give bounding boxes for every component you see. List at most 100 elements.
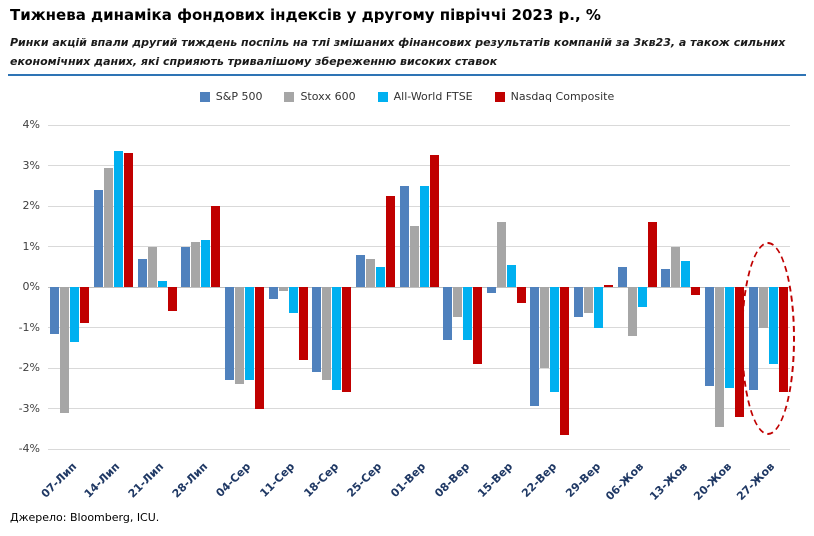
bar: [103, 167, 113, 287]
bar: [540, 287, 550, 368]
bar: [399, 185, 409, 287]
page-title: Тижнева динаміка фондових індексів у дру…: [10, 6, 601, 24]
bar: [93, 189, 103, 287]
bar: [201, 240, 211, 287]
bar: [486, 287, 496, 294]
bar: [429, 155, 439, 287]
bar: [496, 222, 506, 287]
legend-item: S&P 500: [199, 90, 263, 103]
bar: [278, 287, 288, 292]
bar: [584, 287, 594, 314]
y-tick-label: 4%: [22, 118, 40, 131]
y-tick-label: 2%: [22, 199, 40, 212]
bar: [342, 287, 352, 393]
bar: [385, 195, 395, 287]
bar: [735, 287, 745, 417]
divider: [8, 74, 806, 76]
bar: [224, 287, 234, 381]
bar: [322, 287, 332, 381]
gridline: [48, 165, 790, 166]
bar: [473, 287, 483, 364]
legend-swatch: [199, 91, 210, 102]
y-tick-label: -3%: [18, 401, 40, 415]
bar: [113, 151, 123, 287]
bar: [355, 254, 365, 287]
bar: [365, 258, 375, 287]
bar: [60, 287, 70, 413]
legend-swatch: [494, 91, 505, 102]
gridline: [48, 367, 790, 369]
chart-subtitle: Ринки акцій впали другий тиждень поспіль…: [10, 36, 786, 68]
bar: [80, 287, 90, 324]
bar: [332, 287, 342, 391]
legend-swatch: [377, 91, 388, 102]
bar: [167, 287, 177, 312]
bar: [463, 287, 473, 340]
legend-item: Stoxx 600: [284, 90, 356, 103]
bar: [647, 222, 657, 287]
legend-label: S&P 500: [215, 90, 263, 103]
legend: S&P 500 Stoxx 600 All-World FTSE Nasdaq Com…: [0, 90, 814, 103]
y-tick-label: 1%: [22, 239, 40, 253]
legend-swatch: [284, 91, 295, 102]
y-tick-label: 3%: [22, 158, 40, 172]
y-tick-label: -4%: [18, 442, 40, 455]
y-tick-label: 0%: [22, 280, 40, 293]
bar: [268, 287, 278, 300]
zero-gridline: [48, 286, 790, 288]
legend-label: Nasdaq Composite: [510, 90, 615, 103]
gridline: [48, 205, 790, 207]
bar: [409, 226, 419, 287]
legend-item: All-World FTSE: [377, 90, 473, 103]
bar: [375, 266, 385, 287]
bar: [123, 153, 133, 287]
bar: [604, 284, 614, 287]
bar: [453, 287, 463, 318]
legend-item: Nasdaq Composite: [494, 90, 615, 103]
gridline: [48, 408, 790, 409]
bar: [617, 266, 627, 287]
bar: [506, 264, 516, 287]
highlight-ellipse: [741, 242, 796, 435]
bar: [234, 287, 244, 385]
bar: [661, 268, 671, 287]
bar: [681, 260, 691, 287]
bar: [443, 287, 453, 340]
bar: [637, 287, 647, 308]
x-axis: 07-Лип 14-Лип 21-Лип 28-Лип 04-Сер 11-Сер 18-С…: [38, 453, 790, 511]
gridline: [48, 448, 790, 450]
gridline: [48, 327, 790, 328]
bar: [715, 287, 725, 427]
plot-area: [48, 124, 796, 450]
bar: [627, 287, 637, 336]
gridline: [48, 124, 790, 126]
bar: [254, 287, 264, 409]
bar: [530, 287, 540, 407]
legend-label: Stoxx 600: [300, 90, 356, 103]
bar: [574, 287, 584, 318]
bar: [288, 287, 298, 314]
bar: [516, 287, 526, 304]
bar: [691, 287, 701, 296]
gridline: [48, 246, 790, 247]
bar: [419, 185, 429, 287]
bar: [191, 242, 201, 287]
source-note: Джерело: Bloomberg, ICU.: [10, 511, 160, 524]
y-tick-label: -1%: [18, 320, 40, 334]
y-axis: 4% 3% 2% 1% 0% -1% -2% -3% -4%: [0, 118, 44, 455]
bar: [594, 287, 604, 328]
bar: [211, 206, 221, 287]
bar: [147, 246, 157, 287]
legend-label: All-World FTSE: [393, 90, 473, 103]
bar: [137, 258, 147, 287]
bar: [725, 287, 735, 389]
bar: [298, 287, 308, 360]
bar: [560, 287, 570, 435]
bar: [181, 246, 191, 287]
y-tick-label: -2%: [18, 361, 40, 374]
bar: [550, 287, 560, 393]
bar: [70, 287, 80, 342]
bar: [671, 246, 681, 287]
bar: [50, 287, 60, 334]
